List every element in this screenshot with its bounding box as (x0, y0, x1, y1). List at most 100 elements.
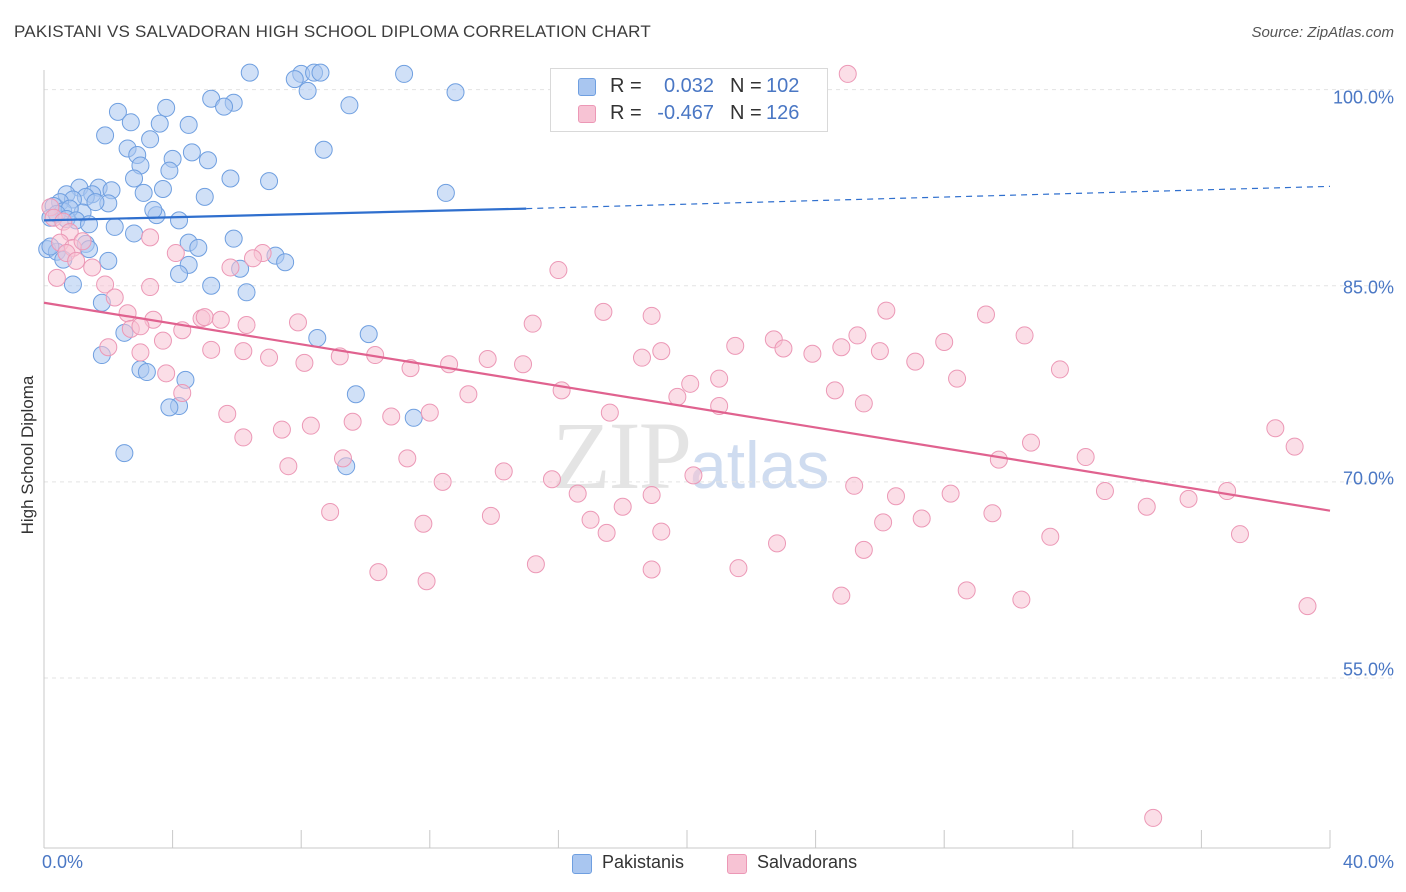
salvadorans-point (652, 522, 671, 541)
salvadorans-point (73, 232, 92, 251)
pakistanis-point (446, 83, 465, 102)
salvadorans-point (369, 563, 388, 582)
salvadorans-point (343, 412, 362, 431)
salvadorans-point (433, 472, 452, 491)
salvadorans-point (494, 462, 513, 481)
salvadorans-point (877, 301, 896, 320)
salvadorans-point (478, 349, 497, 368)
pakistanis-point (215, 97, 234, 116)
salvadorans-point (825, 381, 844, 400)
salvadorans-point (301, 416, 320, 435)
salvadorans-point (874, 513, 893, 532)
salvadorans-point (1218, 482, 1237, 501)
salvadorans-point (195, 308, 214, 327)
pakistanis-point (160, 398, 179, 417)
salvadorans-trend-line (43, 301, 1331, 512)
salvadorans-point (237, 315, 256, 334)
pakistanis-point (63, 275, 82, 294)
salvadorans-point (105, 288, 124, 307)
salvadorans-point (279, 457, 298, 476)
pakistanis-point (340, 96, 359, 115)
salvadorans-point (886, 487, 905, 506)
pakistanis-point (224, 229, 243, 248)
salvadorans-point (845, 476, 864, 495)
salvadorans-point (1179, 489, 1198, 508)
salvadorans-point (632, 348, 651, 367)
salvadorans-point (684, 466, 703, 485)
pakistanis-point (96, 126, 115, 145)
legend-n-value: 126 (766, 102, 800, 124)
chart-title: PAKISTANI VS SALVADORAN HIGH SCHOOL DIPL… (14, 22, 651, 41)
pakistanis-point (240, 63, 259, 82)
salvadorans-point (613, 497, 632, 516)
salvadorans-point (83, 258, 102, 277)
correlation-legend: R = 0.032 N = 102 R = -0.467 N = 126 (550, 68, 828, 132)
salvadorans-point (459, 385, 478, 404)
salvadorans-point (141, 228, 160, 247)
salvadorans-point (774, 339, 793, 358)
pakistanis-point (404, 408, 423, 427)
salvadorans-point (202, 340, 221, 359)
pakistanis-point (144, 200, 163, 219)
salvadorans-point (398, 449, 417, 468)
salvadorans-point (832, 586, 851, 605)
pakistanis-point (108, 102, 127, 121)
salvadorans-point (153, 331, 172, 350)
pakistanis-point (311, 63, 330, 82)
salvadorans-point (542, 470, 561, 489)
legend-row-pakistanis: R = 0.032 N = 102 (551, 75, 827, 101)
pakistanis-point (137, 363, 156, 382)
salvadorans-point (401, 359, 420, 378)
pakistanis-point (86, 193, 105, 212)
salvadorans-point (568, 484, 587, 503)
salvadorans-point (976, 305, 995, 324)
salvadorans-point (321, 502, 340, 521)
bottom-legend-label: Salvadorans (757, 852, 858, 872)
salvadorans-point (295, 353, 314, 372)
salvadorans-point (854, 394, 873, 413)
pakistanis-point (125, 169, 144, 188)
salvadorans-point (288, 313, 307, 332)
pakistanis-point (160, 161, 179, 180)
salvadorans-point (1022, 433, 1041, 452)
salvadorans-point (1230, 525, 1249, 544)
salvadorans-point (333, 449, 352, 468)
salvadorans-point (481, 506, 500, 525)
y-tick-label: 55.0% (1342, 659, 1394, 680)
pakistanis-point (121, 113, 140, 132)
salvadorans-point (768, 534, 787, 553)
salvadorans-point (1285, 437, 1304, 456)
pakistanis-point (115, 444, 134, 463)
pakistanis-trend-extension (526, 185, 1331, 210)
salvadorans-point (96, 275, 115, 294)
pakistanis-point (179, 115, 198, 134)
salvadorans-point (523, 314, 542, 333)
salvadorans-point (1095, 482, 1114, 501)
pakistanis-points (38, 63, 465, 476)
y-axis-label: High School Diploma (18, 375, 37, 535)
legend-swatch-blue (578, 78, 596, 96)
salvadorans-point (99, 338, 118, 357)
salvadorans-point (935, 332, 954, 351)
salvadorans-point (1266, 419, 1285, 438)
pakistanis-point (150, 114, 169, 133)
salvadorans-point (514, 355, 533, 374)
pakistanis-point (141, 130, 160, 149)
salvadorans-point (1041, 527, 1060, 546)
salvadorans-point (67, 251, 86, 270)
salvadorans-point (681, 374, 700, 393)
salvadorans-point (803, 344, 822, 363)
salvadorans-point (642, 306, 661, 325)
salvadorans-point (1076, 448, 1095, 467)
pakistanis-point (237, 283, 256, 302)
salvadorans-point (906, 352, 925, 371)
pakistanis-point (221, 169, 240, 188)
pakistanis-point (125, 224, 144, 243)
salvadorans-point (848, 326, 867, 345)
salvadorans-point (234, 342, 253, 361)
salvadorans-point (600, 403, 619, 422)
legend-r-value: 0.032 (663, 75, 714, 97)
pakistanis-point (157, 98, 176, 117)
pakistanis-point (198, 151, 217, 170)
